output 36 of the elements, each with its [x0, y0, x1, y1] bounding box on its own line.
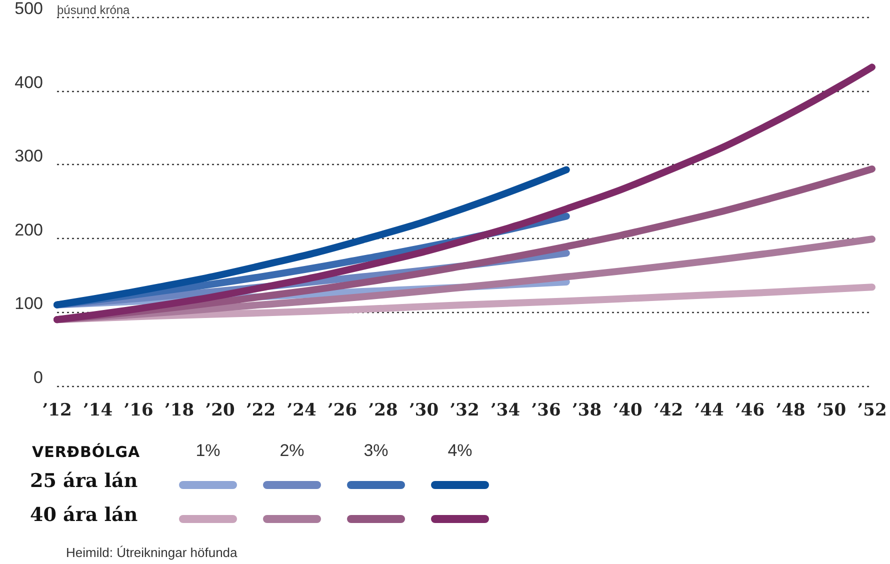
y-axis-title: þúsund króna	[57, 3, 130, 17]
x-tick-label: ’34	[490, 400, 520, 420]
x-tick-label: ’42	[653, 400, 684, 420]
x-tick-label: ’38	[572, 400, 602, 420]
x-tick-label: ’14	[82, 400, 113, 420]
x-tick-label: ’22	[246, 400, 276, 420]
text: 1%	[194, 441, 222, 461]
x-tick-label: ’30	[408, 400, 439, 420]
x-tick-label: ’48	[776, 400, 806, 420]
y-tick-label: 300	[14, 146, 43, 166]
legend-title: VERÐBÓLGA	[32, 443, 140, 461]
text: 2%	[278, 441, 306, 461]
text: 25 ára lán	[30, 470, 138, 492]
x-tick-label: ’28	[368, 400, 398, 420]
x-tick-label: ’44	[694, 400, 724, 420]
x-tick-label: ’24	[286, 400, 316, 420]
x-tick-label: ’50	[816, 400, 846, 420]
y-tick-label: 0	[34, 368, 43, 387]
x-tick-label: ’12	[42, 400, 72, 420]
y-tick-label: 200	[14, 220, 43, 240]
x-tick-label: ’20	[205, 400, 235, 420]
x-tick-label: ’36	[531, 400, 561, 420]
x-tick-label: ’16	[124, 400, 154, 420]
y-tick-label: 500	[14, 0, 43, 18]
y-tick-label: 400	[14, 72, 43, 92]
text: Heimild: Útreikningar höfunda	[66, 545, 238, 560]
x-tick-label: ’26	[327, 400, 358, 420]
x-tick-label: ’46	[734, 400, 765, 420]
text: 3%	[362, 441, 390, 461]
text: 40 ára lán	[30, 504, 138, 526]
text: 4%	[446, 441, 474, 461]
x-tick-label: ’40	[612, 400, 642, 420]
y-tick-label: 100	[14, 294, 43, 314]
x-tick-label: ’18	[164, 400, 194, 420]
x-tick-label: ’52	[857, 400, 887, 420]
x-tick-label: ’32	[450, 400, 480, 420]
